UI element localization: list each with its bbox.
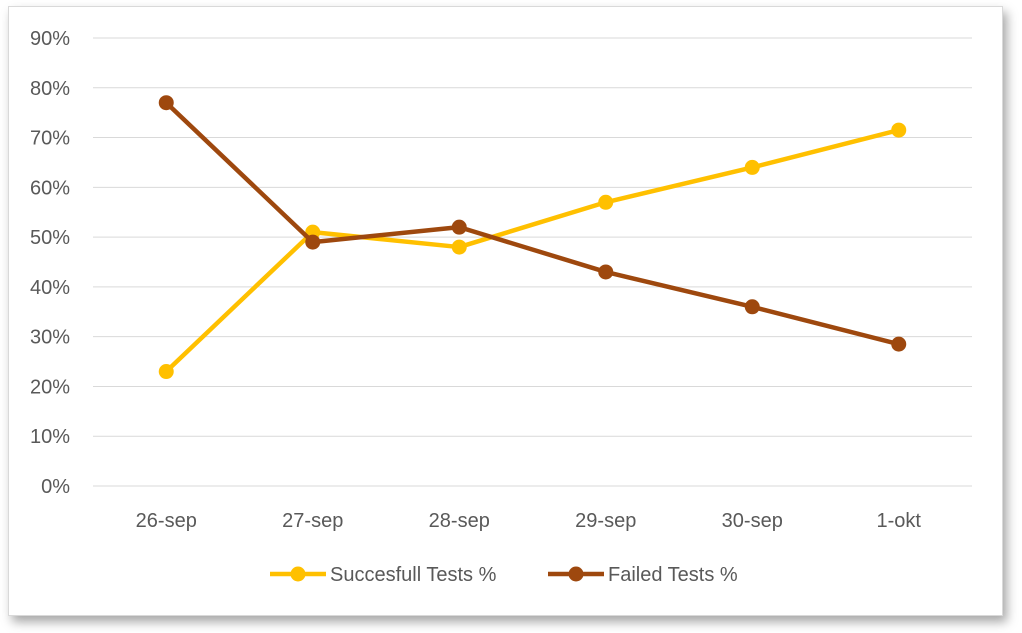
gridlines bbox=[93, 37, 972, 487]
data-point bbox=[598, 264, 614, 280]
legend-swatch-marker bbox=[290, 566, 306, 582]
data-point bbox=[158, 95, 174, 111]
legend-label: Succesfull Tests % bbox=[330, 564, 497, 586]
y-tick-label: 30% bbox=[30, 327, 70, 349]
y-tick-label: 80% bbox=[30, 78, 70, 100]
legend: Succesfull Tests % Failed Tests % bbox=[270, 564, 738, 586]
series-line bbox=[164, 127, 901, 374]
y-tick-label: 50% bbox=[30, 227, 70, 249]
data-point bbox=[891, 122, 907, 138]
data-point bbox=[891, 336, 907, 352]
x-axis-labels: 26-sep 27-sep 28-sep 29-sep 30-sep 1-okt bbox=[136, 510, 922, 532]
y-tick-label: 70% bbox=[30, 128, 70, 150]
data-point bbox=[158, 364, 174, 380]
data-point bbox=[451, 239, 467, 255]
y-tick-label: 40% bbox=[30, 277, 70, 299]
data-point bbox=[451, 219, 467, 235]
series-group bbox=[158, 95, 907, 380]
data-point bbox=[598, 194, 614, 210]
data-point bbox=[305, 234, 321, 250]
data-point bbox=[744, 159, 760, 175]
y-tick-label: 0% bbox=[41, 476, 70, 498]
data-point bbox=[744, 299, 760, 315]
x-tick-label: 26-sep bbox=[136, 510, 197, 532]
y-tick-label: 20% bbox=[30, 376, 70, 398]
y-tick-label: 10% bbox=[30, 426, 70, 448]
series-line bbox=[164, 100, 901, 347]
x-tick-label: 1-okt bbox=[877, 510, 922, 532]
x-tick-label: 30-sep bbox=[722, 510, 783, 532]
y-axis-labels: 0% 10% 20% 30% 40% 50% 60% 70% 80% 90% bbox=[30, 28, 70, 498]
x-tick-label: 28-sep bbox=[429, 510, 490, 532]
legend-swatch-marker bbox=[568, 566, 584, 582]
x-tick-label: 29-sep bbox=[575, 510, 636, 532]
x-tick-label: 27-sep bbox=[282, 510, 343, 532]
legend-label: Failed Tests % bbox=[608, 564, 738, 586]
y-tick-label: 60% bbox=[30, 177, 70, 199]
y-tick-label: 90% bbox=[30, 28, 70, 50]
